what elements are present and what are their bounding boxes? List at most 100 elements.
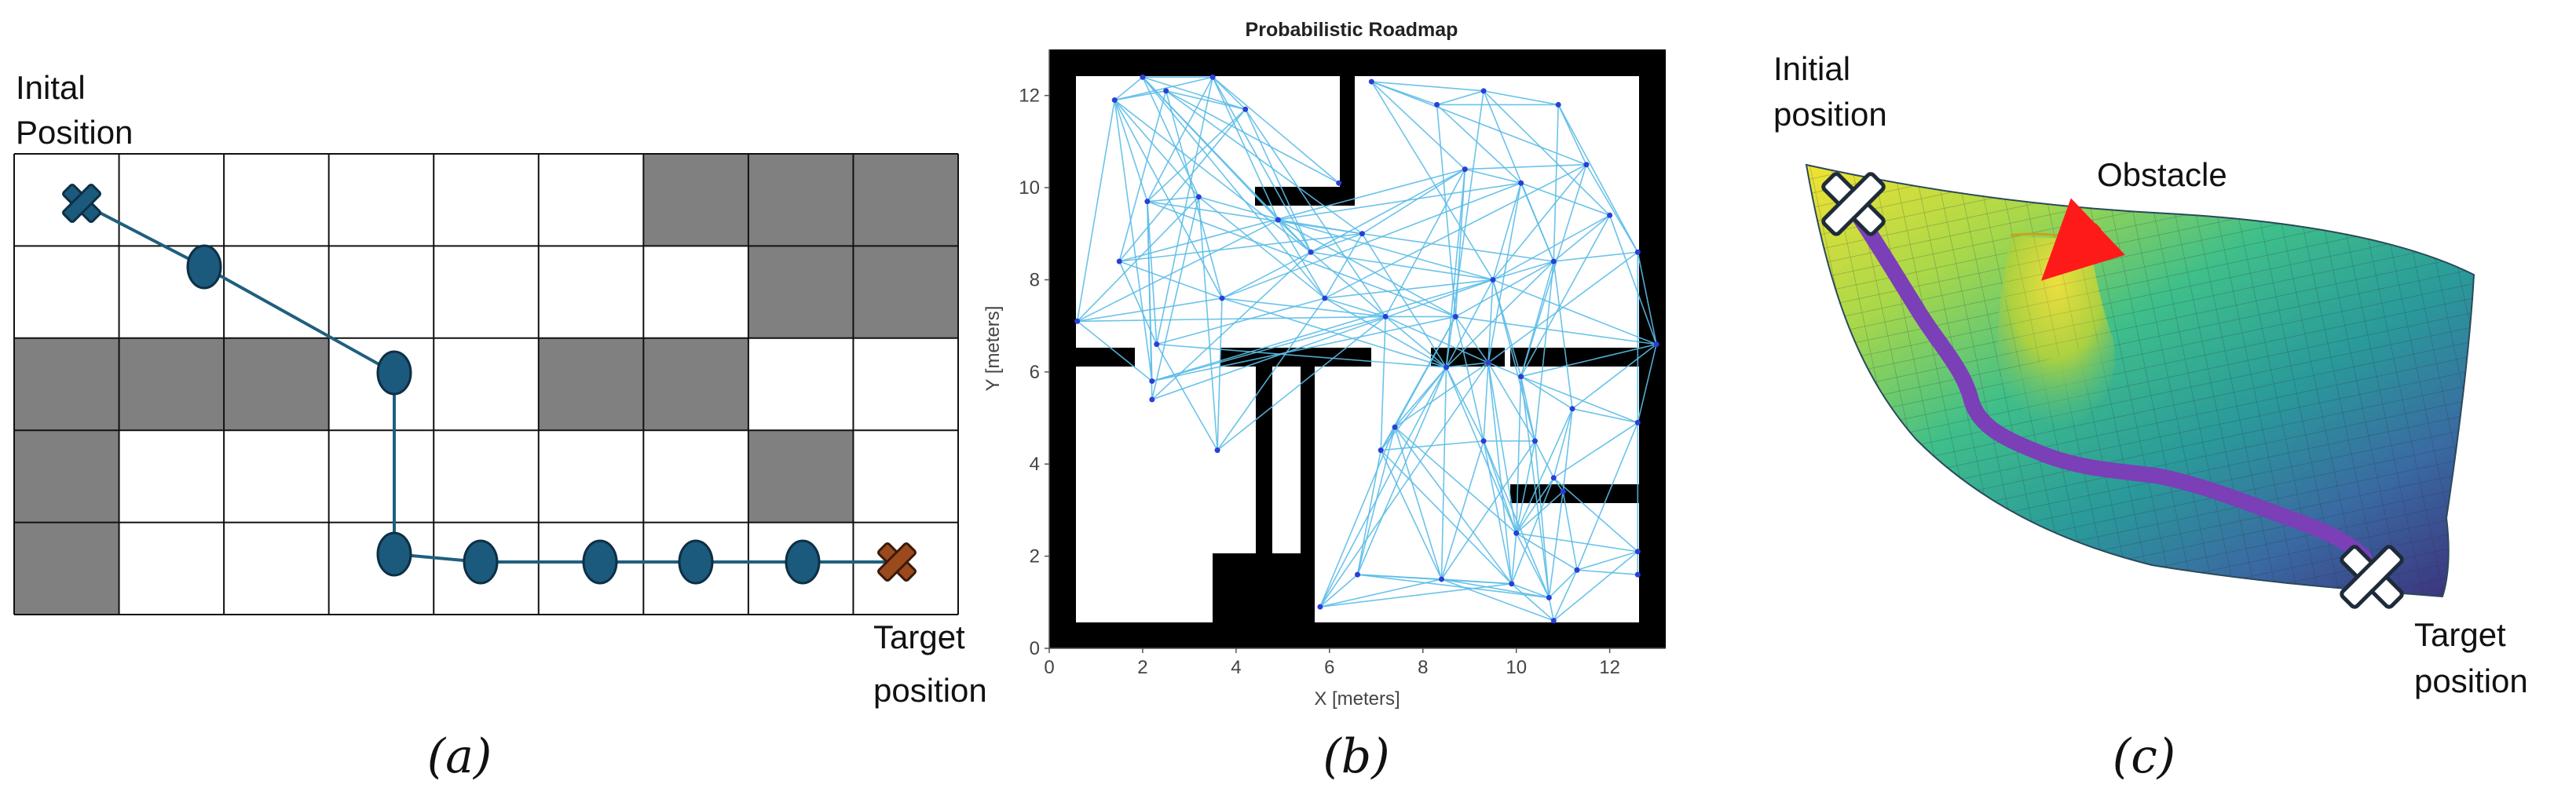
roadmap-edge: [1553, 477, 1564, 492]
roadmap-edge: [1492, 279, 1522, 377]
roadmap-edge: [1385, 316, 1447, 368]
roadmap-edge: [1436, 104, 1522, 184]
roadmap-edge: [1217, 316, 1386, 451]
roadmap-edge: [1380, 316, 1386, 451]
roadmap-node: [1336, 180, 1342, 186]
roadmap-edge: [1553, 408, 1573, 479]
roadmap-edge: [1520, 261, 1555, 377]
roadmap-edge: [1147, 108, 1246, 202]
y-tick-labels: 0 2 4 6 8 10 12: [1019, 86, 1049, 659]
obstacle-cell: [748, 246, 854, 338]
roadmap-node: [1513, 530, 1520, 536]
target-position-label: position: [2414, 662, 2528, 699]
roadmap-edge: [1324, 164, 1587, 299]
roadmap-node: [1518, 180, 1524, 186]
roadmap-edge: [1077, 297, 1223, 323]
roadmap-node: [1569, 406, 1575, 412]
roadmap-nodes: [1074, 74, 1659, 624]
roadmap-edge: [1441, 578, 1554, 622]
roadmap-edge: [1371, 81, 1484, 92]
roadmap-edge: [1394, 427, 1443, 580]
roadmap-edge: [1483, 440, 1513, 584]
roadmap-edge: [1118, 168, 1465, 262]
roadmap-node: [1531, 438, 1538, 444]
roadmap-edge: [1455, 316, 1657, 345]
roadmap-edge: [1441, 578, 1550, 599]
roadmap-node: [1359, 231, 1365, 237]
roadmap-edge: [1483, 90, 1559, 106]
roadmap-edge: [1278, 182, 1521, 221]
roadmap-edge: [1151, 316, 1456, 382]
roadmap-node: [1550, 475, 1557, 481]
roadmap-edge: [1147, 76, 1213, 202]
roadmap-edge: [1362, 232, 1554, 262]
roadmap-edge: [1492, 214, 1611, 281]
roadmap-edge: [1319, 583, 1512, 608]
roadmap-node: [1308, 249, 1314, 255]
roadmap-edge: [1212, 76, 1340, 184]
roadmap-node: [1140, 74, 1146, 80]
roadmap-edge: [1324, 279, 1494, 299]
obstacle-arrow-icon: [2041, 198, 2125, 281]
target-position-label: Target: [873, 618, 965, 655]
roadmap-edge: [1077, 219, 1279, 322]
roadmap-edge: [1483, 363, 1489, 441]
roadmap-node: [1392, 424, 1398, 430]
roadmap-edge: [1520, 376, 1573, 410]
roadmap-node: [1555, 101, 1561, 108]
roadmap-edge: [1637, 344, 1657, 423]
obstacle-cell: [14, 522, 119, 615]
roadmap-node: [1490, 276, 1496, 283]
roadmap-edge: [1576, 550, 1638, 571]
obstacle-cell: [224, 338, 329, 431]
roadmap-edge: [1357, 574, 1550, 599]
roadmap-edge: [1520, 214, 1611, 378]
roadmap-node: [1368, 78, 1374, 85]
roadmap-edge: [1114, 76, 1143, 101]
roadmap-edge: [1445, 261, 1554, 368]
roadmap-node: [1443, 364, 1449, 370]
roadmap-edge: [1212, 76, 1312, 253]
roadmap-node: [1149, 396, 1155, 403]
y-tick-label: 0: [1030, 638, 1040, 659]
roadmap-edge: [1492, 279, 1657, 345]
x-tick-label: 6: [1324, 657, 1334, 678]
roadmap-edge: [1454, 316, 1489, 363]
roadmap-node: [1634, 571, 1641, 578]
roadmap-edge: [1483, 90, 1611, 216]
roadmap-edge: [1319, 362, 1489, 608]
roadmap-edge: [1165, 90, 1340, 184]
roadmap-node: [1116, 258, 1122, 265]
roadmap-edge: [1118, 108, 1246, 262]
x-tick-label: 10: [1506, 657, 1527, 678]
roadmap-edge: [1361, 233, 1447, 368]
roadmap-edge: [1156, 343, 1447, 368]
roadmap-edge: [1310, 168, 1465, 253]
roadmap-edge: [1319, 578, 1442, 608]
path-node: [678, 539, 714, 585]
roadmap-edge: [1553, 551, 1638, 622]
roadmap-edge: [1165, 90, 1246, 111]
roadmap-edge: [1147, 200, 1456, 318]
roadmap-edge: [1557, 104, 1639, 253]
roadmap-edge: [1445, 169, 1466, 368]
roadmap-edge: [1511, 477, 1555, 585]
path-node: [785, 539, 821, 585]
roadmap-edge: [1436, 104, 1457, 317]
roadmap-node: [1583, 162, 1590, 168]
roadmap-edge: [1221, 297, 1386, 318]
roadmap-edge: [1077, 316, 1386, 323]
roadmap-edge: [1217, 297, 1223, 451]
roadmap-edge: [1520, 182, 1555, 262]
obstacle-label: Obstacle: [2097, 156, 2227, 193]
roadmap-edge: [1562, 491, 1578, 571]
map-walls: [1049, 49, 1666, 648]
roadmap-edge: [1465, 168, 1521, 184]
roadmap-edge: [1487, 251, 1638, 363]
roadmap-edge: [1465, 163, 1586, 170]
roadmap-node: [1154, 341, 1160, 348]
obstacle-cell: [538, 338, 644, 431]
roadmap-edge: [1487, 183, 1522, 363]
roadmap-edge: [1445, 367, 1517, 534]
